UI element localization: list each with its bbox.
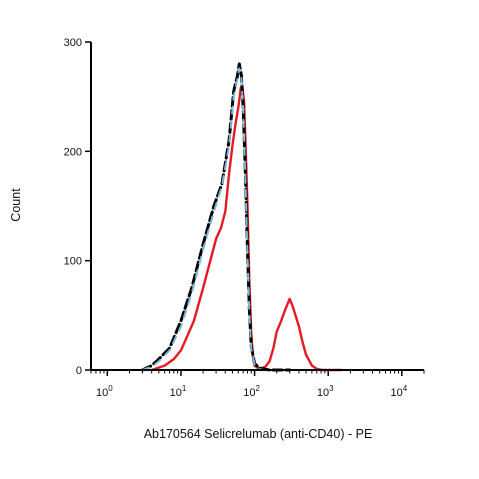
- series-layer: [141, 62, 343, 372]
- x-axis-ticks: 100 101 102 103 104: [90, 370, 425, 399]
- y-tick-label: 0: [76, 365, 82, 377]
- x-tick-label: 104: [390, 384, 407, 399]
- y-axis-title: Count: [9, 188, 23, 222]
- x-axis-title: Ab170564 Selicrelumab (anti-CD40) - PE: [144, 427, 373, 441]
- y-tick-label: 300: [64, 37, 82, 49]
- y-tick-label: 200: [64, 146, 82, 158]
- series-line-0: [141, 62, 292, 372]
- x-tick-label: 103: [317, 384, 334, 399]
- y-axis-ticks: 0 100 200 300: [64, 37, 91, 377]
- series-line-1: [141, 67, 291, 371]
- x-tick-label: 101: [170, 384, 187, 399]
- y-tick-label: 100: [64, 256, 82, 268]
- x-tick-label: 102: [243, 384, 260, 399]
- x-tick-label: 100: [96, 384, 113, 399]
